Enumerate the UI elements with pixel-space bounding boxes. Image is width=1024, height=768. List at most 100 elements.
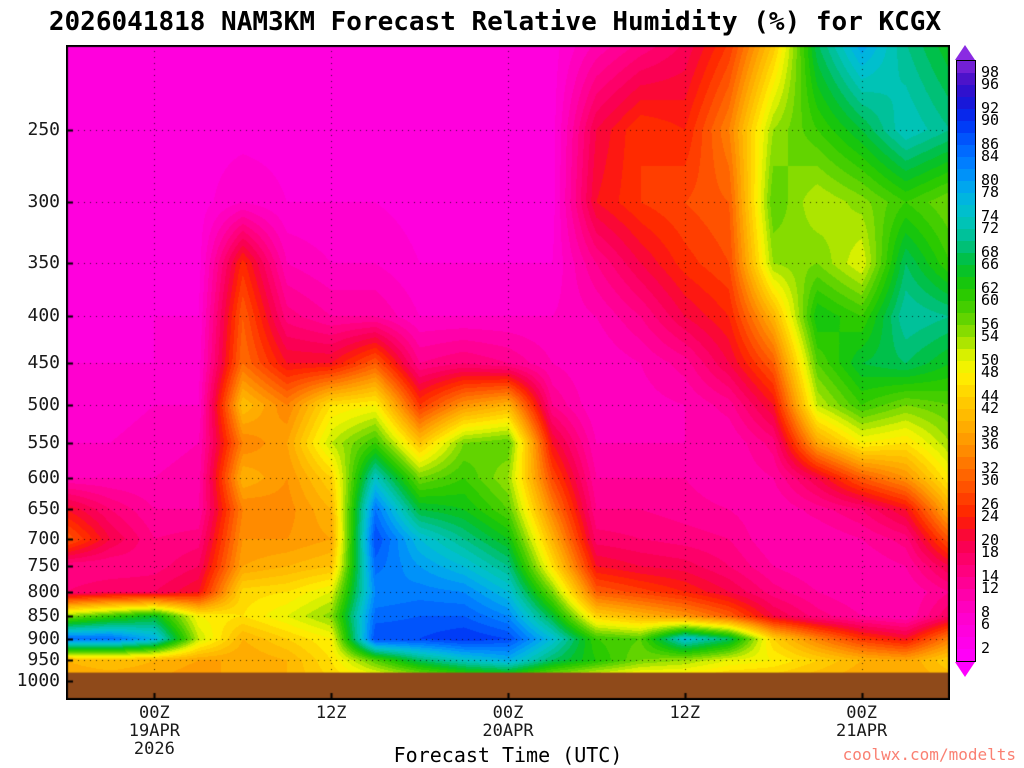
colorbar-segment bbox=[957, 481, 975, 493]
colorbar-segment bbox=[957, 649, 975, 661]
colorbar-tick-label: 56 bbox=[981, 315, 1000, 333]
colorbar-tick-label: 18 bbox=[981, 543, 1000, 561]
colorbar-segment bbox=[957, 289, 975, 301]
colorbar-segment bbox=[957, 253, 975, 265]
colorbar-tick-label: 8 bbox=[981, 603, 991, 621]
colorbar-segment bbox=[957, 493, 975, 505]
x-axis-tick-label: 00Z 21APR bbox=[792, 704, 932, 740]
colorbar-segment bbox=[957, 469, 975, 481]
colorbar-segment bbox=[957, 421, 975, 433]
colorbar-segment bbox=[957, 457, 975, 469]
y-axis-tick-label: 1000 bbox=[16, 669, 60, 691]
x-axis-tick-label: 12Z bbox=[615, 704, 755, 722]
colorbar-tick-label: 68 bbox=[981, 243, 1000, 261]
colorbar-tick-label: 20 bbox=[981, 531, 1000, 549]
colorbar-tick-label: 86 bbox=[981, 135, 1000, 153]
colorbar-segment bbox=[957, 577, 975, 589]
colorbar-tick-label: 32 bbox=[981, 459, 1000, 477]
x-axis-tick-line: 2026 bbox=[133, 739, 175, 759]
colorbar-segment bbox=[957, 529, 975, 541]
colorbar-segment bbox=[957, 109, 975, 121]
x-axis-tick-label: 00Z 19APR 2026 bbox=[84, 704, 224, 758]
y-axis-tick-label: 900 bbox=[27, 627, 60, 649]
x-axis-tick-line: 00Z bbox=[492, 703, 524, 723]
colorbar-segment bbox=[957, 349, 975, 361]
y-axis-tick-label: 700 bbox=[27, 527, 60, 549]
colorbar-segment bbox=[957, 85, 975, 97]
colorbar-segment bbox=[957, 181, 975, 193]
y-axis-tick-label: 550 bbox=[27, 432, 60, 454]
colorbar-segment bbox=[957, 313, 975, 325]
colorbar-segment bbox=[957, 73, 975, 85]
y-axis-tick-label: 600 bbox=[27, 466, 60, 488]
colorbar-segment bbox=[957, 133, 975, 145]
x-axis-tick-line: 20APR bbox=[482, 721, 534, 741]
colorbar-tick-label: 78 bbox=[981, 183, 1000, 201]
colorbar-segment bbox=[957, 277, 975, 289]
colorbar-tick-label: 2 bbox=[981, 639, 991, 657]
y-axis-tick-label: 850 bbox=[27, 605, 60, 627]
colorbar-tick-label: 60 bbox=[981, 291, 1000, 309]
colorbar-top-arrow-icon bbox=[955, 45, 975, 60]
x-axis-tick-line: 00Z bbox=[139, 703, 170, 723]
chart-title: 2026041818 NAM3KM Forecast Relative Humi… bbox=[48, 7, 942, 37]
colorbar-tick-label: 44 bbox=[981, 387, 1000, 405]
colorbar-segment bbox=[957, 373, 975, 385]
colorbar-segment bbox=[957, 193, 975, 205]
colorbar-segment bbox=[957, 325, 975, 337]
colorbar bbox=[956, 60, 976, 662]
colorbar-segment bbox=[957, 385, 975, 397]
colorbar-segment bbox=[957, 205, 975, 217]
colorbar-segment bbox=[957, 517, 975, 529]
colorbar-tick-label: 72 bbox=[981, 219, 1000, 237]
colorbar-segment bbox=[957, 397, 975, 409]
colorbar-segment bbox=[957, 361, 975, 373]
y-axis-tick-label: 300 bbox=[27, 191, 60, 213]
colorbar-segment bbox=[957, 301, 975, 313]
x-axis-tick-label: 00Z 20APR bbox=[438, 704, 578, 740]
colorbar-segment bbox=[957, 409, 975, 421]
x-axis-tick-line: 12Z bbox=[315, 703, 347, 723]
colorbar-segment bbox=[957, 61, 975, 73]
watermark: coolwx.com/modelts bbox=[842, 745, 1016, 764]
colorbar-segment bbox=[957, 433, 975, 445]
x-axis-tick-line: 19APR bbox=[128, 721, 180, 741]
y-axis-tick-label: 500 bbox=[27, 394, 60, 416]
colorbar-segment bbox=[957, 121, 975, 133]
colorbar-segment bbox=[957, 265, 975, 277]
colorbar-tick-label: 66 bbox=[981, 255, 1000, 273]
colorbar-tick-label: 12 bbox=[981, 579, 1000, 597]
colorbar-segment bbox=[957, 625, 975, 637]
colorbar-segment bbox=[957, 241, 975, 253]
colorbar-tick-label: 48 bbox=[981, 363, 1000, 381]
colorbar-segment bbox=[957, 157, 975, 169]
y-axis-tick-label: 650 bbox=[27, 498, 60, 520]
x-axis-tick-line: 12Z bbox=[669, 703, 701, 723]
colorbar-segment bbox=[957, 229, 975, 241]
colorbar-tick-label: 38 bbox=[981, 423, 1000, 441]
colorbar-segment bbox=[957, 97, 975, 109]
colorbar-tick-label: 42 bbox=[981, 399, 1000, 417]
colorbar-segment bbox=[957, 553, 975, 565]
colorbar-segment bbox=[957, 601, 975, 613]
colorbar-tick-label: 36 bbox=[981, 435, 1000, 453]
y-axis-tick-label: 950 bbox=[27, 649, 60, 671]
colorbar-tick-label: 6 bbox=[981, 615, 991, 633]
colorbar-tick-label: 26 bbox=[981, 495, 1000, 513]
colorbar-tick-label: 98 bbox=[981, 63, 1000, 81]
colorbar-segment bbox=[957, 145, 975, 157]
colorbar-segment bbox=[957, 637, 975, 649]
y-axis-tick-label: 400 bbox=[27, 305, 60, 327]
colorbar-tick-label: 30 bbox=[981, 471, 1000, 489]
colorbar-tick-label: 50 bbox=[981, 351, 1000, 369]
colorbar-segment bbox=[957, 589, 975, 601]
colorbar-segment bbox=[957, 337, 975, 349]
rh-time-height-heatmap bbox=[66, 45, 950, 700]
colorbar-tick-label: 92 bbox=[981, 99, 1000, 117]
colorbar-tick-label: 54 bbox=[981, 327, 1000, 345]
colorbar-tick-label: 84 bbox=[981, 147, 1000, 165]
colorbar-tick-label: 14 bbox=[981, 567, 1000, 585]
colorbar-tick-label: 24 bbox=[981, 507, 1000, 525]
x-axis-tick-line: 21APR bbox=[836, 721, 888, 741]
